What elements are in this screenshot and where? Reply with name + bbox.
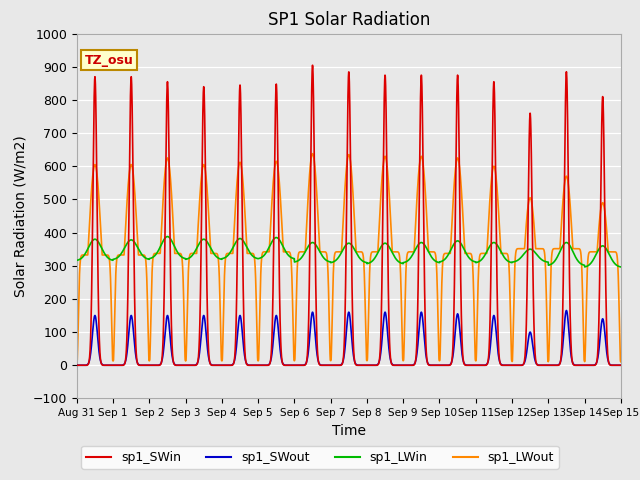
sp1_LWin [617, 264, 625, 270]
sp1_LWin [617, 264, 625, 270]
sp1_SWin [412, 359, 419, 365]
sp1_LWout [308, 151, 316, 156]
sp1_SWout [617, 362, 625, 368]
Y-axis label: Solar Radiation (W/m2): Solar Radiation (W/m2) [13, 135, 27, 297]
sp1_SWin [402, 362, 410, 368]
sp1_SWout [412, 360, 419, 365]
sp1_SWout [73, 362, 81, 368]
sp1_LWout [617, 359, 625, 365]
sp1_SWout [225, 362, 232, 368]
sp1_SWin [73, 362, 81, 368]
Line: sp1_SWout: sp1_SWout [77, 311, 621, 365]
sp1_SWout [563, 308, 570, 313]
sp1_SWout [565, 333, 573, 339]
Legend: sp1_SWin, sp1_SWout, sp1_LWin, sp1_LWout: sp1_SWin, sp1_SWout, sp1_LWin, sp1_LWout [81, 446, 559, 469]
sp1_LWin [402, 259, 410, 265]
sp1_SWin [617, 362, 625, 368]
sp1_SWin [225, 362, 232, 368]
sp1_LWout [617, 359, 625, 364]
Text: TZ_osu: TZ_osu [85, 54, 134, 67]
sp1_LWin [164, 234, 172, 240]
sp1_LWout [412, 225, 419, 230]
sp1_SWin [308, 62, 316, 68]
sp1_LWin [73, 257, 81, 263]
sp1_LWout [73, 358, 81, 364]
sp1_LWin [189, 251, 197, 257]
sp1_SWout [617, 362, 625, 368]
sp1_LWin [565, 242, 573, 248]
sp1_SWout [189, 362, 197, 368]
sp1_LWout [225, 251, 232, 256]
sp1_LWout [189, 251, 197, 256]
sp1_SWin [617, 362, 625, 368]
sp1_LWout [565, 191, 573, 196]
sp1_LWout [402, 270, 410, 276]
sp1_SWout [402, 362, 410, 368]
Line: sp1_LWout: sp1_LWout [77, 154, 621, 362]
Line: sp1_SWin: sp1_SWin [77, 65, 621, 365]
sp1_SWin [189, 362, 197, 368]
sp1_SWin [565, 257, 573, 263]
sp1_LWin [412, 247, 419, 252]
sp1_LWin [225, 252, 233, 257]
Line: sp1_LWin: sp1_LWin [77, 237, 621, 267]
Title: SP1 Solar Radiation: SP1 Solar Radiation [268, 11, 430, 29]
X-axis label: Time: Time [332, 424, 366, 438]
